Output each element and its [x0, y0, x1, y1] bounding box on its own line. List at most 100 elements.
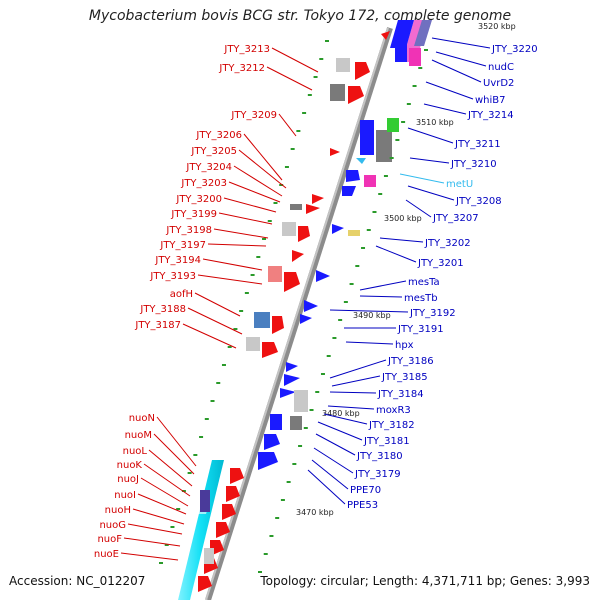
tick-mark: [286, 481, 291, 483]
gene-label-left: nuoM: [125, 430, 195, 475]
gene-label-right: mesTb: [359, 293, 438, 304]
gene-label-text: JTY_3220: [491, 44, 538, 55]
tick-mark: [303, 427, 308, 429]
tick-mark: [244, 292, 249, 294]
gene-label-text: JTY_3188: [139, 304, 186, 315]
tick-mark: [372, 211, 377, 213]
tick-mark: [320, 373, 325, 375]
gene-feature: [304, 300, 318, 312]
tick-mark: [284, 166, 289, 168]
position-ruler: 3520 kbp 3510 kbp 3500 kbp 3490 kbp 3480 kbp…: [296, 22, 516, 517]
gene-label-left: JTY_3193: [149, 271, 263, 285]
gene-label-left: JTY_3194: [154, 255, 263, 271]
tick-mark: [199, 436, 204, 438]
gene-label-text: nuoH: [105, 505, 131, 516]
gene-feature: [294, 390, 308, 412]
gene-label-right: hpx: [345, 340, 414, 351]
gene-label-text: nuoI: [114, 490, 136, 501]
gene-feature: [292, 250, 304, 262]
gene-label-left: JTY_3203: [180, 178, 281, 203]
gene-feature: [356, 158, 366, 164]
gene-feature: [346, 170, 360, 182]
gene-label-text: JTY_3201: [417, 258, 464, 269]
gene-label-right: JTY_3180: [315, 433, 403, 462]
gene-label-text: nuoF: [97, 534, 122, 545]
tick-mark: [292, 463, 297, 465]
gene-label-text: nuoN: [129, 413, 155, 424]
gene-feature: [348, 230, 360, 236]
gene-label-text: PPE70: [350, 485, 381, 496]
tick-mark: [267, 220, 272, 222]
tick-mark: [181, 490, 186, 492]
gene-label-text: moxR3: [376, 405, 411, 416]
gene-feature: [272, 316, 284, 334]
gene-label-text: mesTb: [404, 293, 438, 304]
gene-label-text: JTY_3212: [218, 63, 265, 74]
gene-feature: [280, 388, 296, 398]
genome-backbone: [205, 27, 393, 600]
gene-feature: [254, 312, 270, 328]
tick-mark: [280, 499, 285, 501]
gene-feature: [230, 468, 244, 484]
gene-feature: [395, 40, 407, 62]
tick-mark: [349, 283, 354, 285]
tick-mark: [187, 472, 192, 474]
tick-mark: [269, 535, 274, 537]
gene-label-right: JTY_3184: [329, 389, 424, 400]
ruler-tick-label: 3490 kbp: [353, 311, 391, 320]
gene-label-right: JTY_3186: [329, 356, 434, 379]
tick-mark: [366, 229, 371, 231]
gene-label-right: PPE70: [311, 459, 381, 496]
tick-mark: [221, 364, 226, 366]
gene-label-text: nudC: [488, 62, 514, 73]
gene-feature: [264, 434, 280, 450]
gene-label-left: JTY_3204: [185, 162, 283, 197]
gene-feature: [200, 490, 210, 512]
gene-label-right: JTY_3202: [379, 237, 471, 249]
gene-label-text: whiB7: [475, 95, 506, 106]
ruler-tick-label: 3510 kbp: [416, 118, 454, 127]
gene-label-right: JTY_3192: [329, 308, 456, 319]
gene-label-right: UvrD2: [431, 59, 514, 89]
right-strand-labels: JTY_3220 nudC UvrD2 whiB7 JTY_3214 JTY_3211 JT…: [307, 37, 538, 511]
gene-feature: [316, 270, 330, 282]
tick-mark: [326, 355, 331, 357]
gene-feature: [198, 576, 212, 592]
gene-feature: [216, 522, 230, 538]
gene-label-text: JTY_3194: [154, 255, 201, 266]
tick-mark: [383, 175, 388, 177]
gene-label-text: nuoJ: [117, 474, 139, 485]
gene-label-text: nuoE: [94, 549, 119, 560]
gene-label-left: nuoH: [105, 505, 185, 525]
gene-label-text: JTY_3211: [454, 139, 501, 150]
gene-feature: [222, 504, 236, 520]
gene-features: [198, 31, 421, 592]
tick-mark: [343, 301, 348, 303]
ruler-tick-label: 3500 kbp: [384, 214, 422, 223]
gene-feature: [355, 62, 370, 80]
topology-text: Topology: circular; Length: 4,371,711 bp…: [260, 574, 590, 588]
tick-mark: [355, 265, 360, 267]
left-strand-labels: JTY_3213 JTY_3212 JTY_3209 JTY_3206 JTY_3205…: [94, 44, 319, 561]
gene-feature: [204, 548, 214, 564]
tick-mark: [262, 238, 267, 240]
gene-label-left: nuoE: [94, 549, 179, 561]
gene-label-right: JTY_3179: [313, 447, 401, 480]
tick-mark: [319, 58, 324, 60]
gene-label-text: JTY_3205: [190, 146, 237, 157]
gene-label-text: JTY_3198: [165, 225, 212, 236]
tick-mark: [395, 139, 400, 141]
gene-label-left: JTY_3205: [190, 146, 287, 189]
tick-mark: [204, 418, 209, 420]
tick-mark: [378, 193, 383, 195]
gene-label-right: JTY_3191: [344, 324, 444, 335]
gene-label-text: UvrD2: [483, 78, 514, 89]
gene-label-text: JTY_3210: [450, 159, 497, 170]
gene-label-right: mesTa: [359, 277, 440, 291]
gene-label-text: aofH: [170, 289, 193, 300]
gene-label-text: nuoK: [117, 460, 143, 471]
gene-label-text: JTY_3186: [387, 356, 434, 367]
tick-mark: [325, 40, 329, 42]
gene-label-text: JTY_3181: [363, 436, 410, 447]
